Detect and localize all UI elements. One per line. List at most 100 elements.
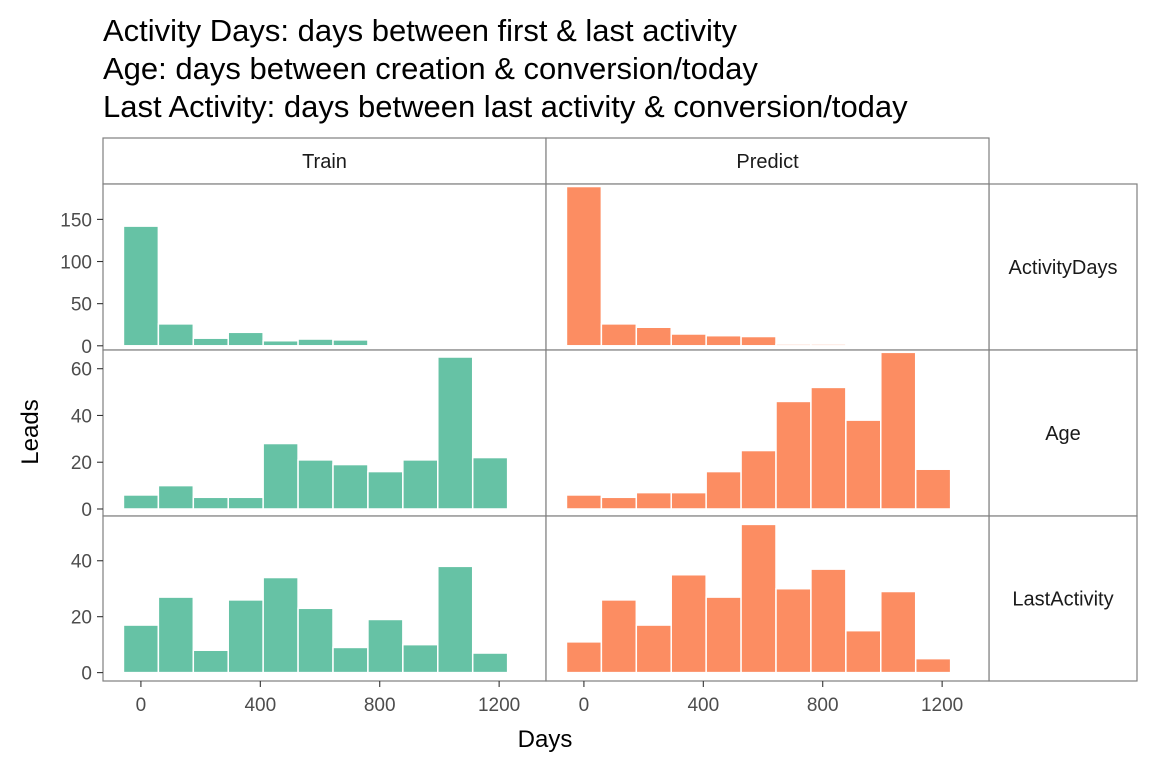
- histogram-bar: [437, 565, 474, 674]
- histogram-bar: [705, 470, 742, 510]
- histogram-bar: [227, 599, 264, 674]
- histogram-bar: [740, 449, 777, 510]
- title-line-1: Activity Days: days between first & last…: [103, 13, 737, 48]
- histogram-bar: [227, 496, 264, 510]
- x-tick-label: 0: [136, 695, 147, 716]
- y-axis-age: 0 20 40 60: [71, 360, 103, 521]
- panel-lastactivity-train: [102, 515, 547, 682]
- histogram-bar: [332, 339, 369, 347]
- histogram-bar: [157, 484, 195, 510]
- x-axis-train: 0 400 800 1200: [136, 681, 520, 716]
- histogram-bar: [297, 607, 334, 674]
- histogram-bar: [332, 463, 369, 510]
- panel-border: [545, 515, 990, 682]
- histogram-bar: [297, 338, 334, 347]
- histogram-bar: [880, 590, 917, 674]
- histogram-bar: [635, 491, 672, 510]
- facet-panels: [102, 183, 990, 682]
- column-strip-train: Train: [102, 137, 547, 185]
- histogram-bar: [367, 470, 404, 510]
- histogram-bar: [157, 323, 195, 347]
- histogram-bar: [565, 494, 603, 510]
- y-tick-label: 0: [81, 664, 92, 685]
- title-line-2: Age: days between creation & conversion/…: [103, 51, 758, 86]
- histogram-bar: [471, 652, 509, 674]
- x-axes: 0 400 800 1200 0 400 800 1200: [136, 681, 963, 716]
- y-tick-label: 40: [71, 406, 92, 427]
- histogram-bar: [565, 185, 603, 347]
- histogram-bar: [914, 657, 952, 674]
- histogram-bar: [740, 335, 777, 347]
- histogram-bar: [670, 573, 707, 674]
- panel-age-predict: [545, 349, 990, 517]
- histogram-bar: [297, 459, 334, 510]
- y-tick-label: 20: [71, 453, 92, 474]
- histogram-bar: [705, 334, 742, 347]
- histogram-bar: [880, 351, 917, 510]
- histogram-bar: [914, 468, 952, 510]
- column-strip-box: [545, 137, 990, 185]
- histogram-bar: [122, 624, 160, 674]
- histogram-bar: [600, 599, 638, 674]
- chart-title: Activity Days: days between first & last…: [103, 13, 908, 124]
- row-strip-box: [988, 183, 1138, 351]
- histogram-bar: [705, 596, 742, 674]
- histogram-bar: [775, 400, 812, 510]
- histogram-bar: [810, 386, 847, 510]
- column-strip-label: Train: [302, 151, 347, 173]
- row-strip-label: Age: [1045, 423, 1081, 445]
- x-tick-label: 0: [579, 695, 590, 716]
- histogram-bar: [192, 649, 229, 674]
- column-strip-box: [102, 137, 547, 185]
- x-tick-label: 1200: [478, 695, 520, 716]
- y-tick-label: 60: [71, 360, 92, 381]
- y-tick-label: 50: [71, 295, 92, 316]
- panel-lastactivity-predict: [545, 515, 990, 682]
- x-tick-label: 800: [807, 695, 839, 716]
- row-strip-age: Age: [988, 349, 1138, 517]
- histogram-bar: [192, 496, 229, 510]
- histogram-bar: [122, 494, 160, 510]
- histogram-bar: [227, 331, 264, 347]
- panel-background: [546, 184, 989, 350]
- histogram-bar: [122, 225, 160, 347]
- column-strip-predict: Predict: [545, 137, 990, 185]
- y-tick-label: 0: [81, 337, 92, 358]
- histogram-bar: [810, 343, 847, 347]
- histogram-bar: [775, 343, 812, 347]
- histogram-bar: [402, 643, 439, 674]
- row-strip-label: LastActivity: [1012, 589, 1113, 611]
- x-tick-label: 800: [364, 695, 396, 716]
- y-tick-label: 0: [81, 500, 92, 521]
- x-axis-predict: 0 400 800 1200: [579, 681, 963, 716]
- title-line-3: Last Activity: days between last activit…: [103, 89, 908, 124]
- y-tick-label: 150: [60, 210, 92, 231]
- histogram-bar: [437, 356, 474, 510]
- histogram-bar: [600, 323, 638, 347]
- y-tick-label: 100: [60, 253, 92, 274]
- x-tick-label: 1200: [921, 695, 963, 716]
- histogram-bar: [670, 333, 707, 347]
- histogram-bar: [471, 456, 509, 510]
- panel-age-train: [102, 349, 547, 517]
- histogram-bar: [775, 587, 812, 674]
- row-strip-label: ActivityDays: [1009, 257, 1118, 279]
- y-axis-activitydays: 0 50 100 150: [60, 210, 103, 358]
- column-strips: Train Predict: [102, 137, 990, 185]
- histogram-bar: [367, 618, 404, 674]
- histogram-bar: [157, 596, 195, 674]
- histogram-bar: [635, 326, 672, 347]
- x-axis-title: Days: [518, 726, 573, 753]
- row-strip-box: [988, 515, 1138, 682]
- column-strip-label: Predict: [736, 151, 799, 173]
- y-tick-label: 20: [71, 608, 92, 629]
- histogram-bar: [192, 337, 229, 347]
- histogram-bar: [635, 624, 672, 674]
- histogram-bar: [565, 641, 603, 674]
- y-axis-lastactivity: 0 20 40: [71, 552, 103, 685]
- row-strips: ActivityDays Age LastActivity: [988, 183, 1138, 682]
- histogram-bar: [845, 629, 882, 674]
- panel-activitydays-predict: [545, 183, 990, 351]
